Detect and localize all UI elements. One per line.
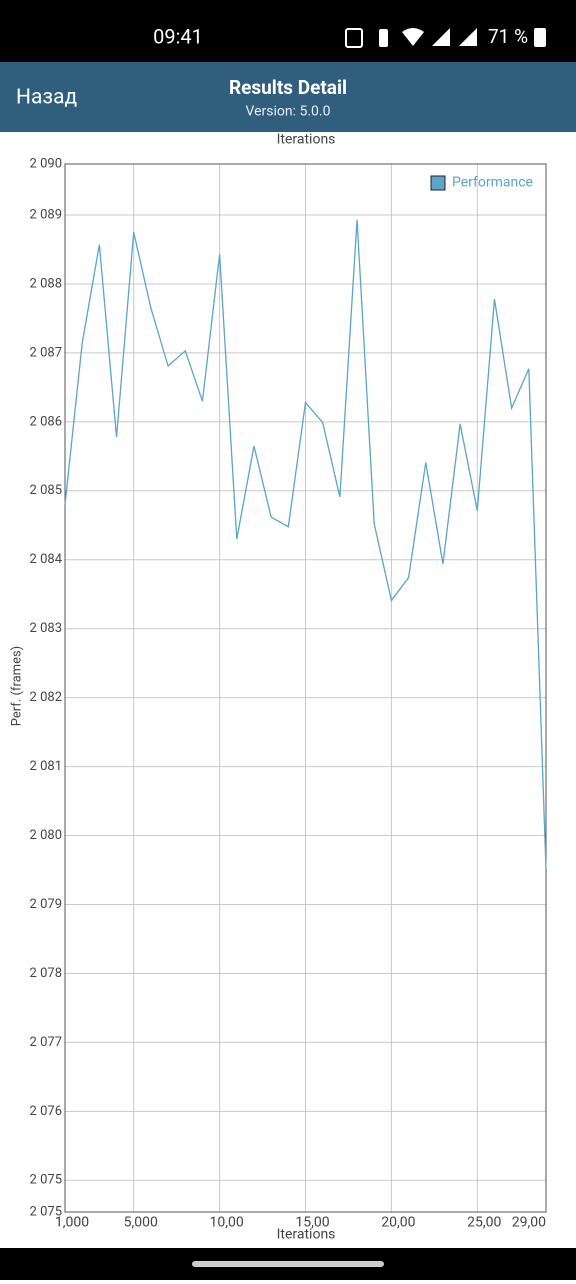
y-tick-label: 2 090 — [30, 156, 62, 171]
x-axis-label-top: Iterations — [277, 132, 336, 148]
y-tick-label: 2 083 — [30, 621, 62, 636]
legend-swatch — [430, 175, 446, 191]
x-tick-label: 10,00 — [209, 1215, 243, 1231]
x-axis-label: Iterations — [277, 1227, 336, 1243]
x-tick-label: 29,00 — [512, 1215, 546, 1231]
chart: 2 075 2 075 2 076 2 077 2 078 2 079 2 080 2 081… — [9, 118, 547, 1243]
x-tick-label: 25,00 — [467, 1215, 501, 1231]
y-tick-label: 2 080 — [30, 828, 62, 843]
y-tick-label: 2 075 — [30, 1204, 62, 1219]
y-tick-label: 2 075 — [30, 1173, 62, 1188]
y-tick-label: 2 084 — [30, 552, 63, 567]
y-tick-label: 2 087 — [30, 345, 62, 360]
y-tick-label: 2 086 — [30, 414, 62, 429]
y-tick-label: 2 089 — [30, 207, 62, 222]
y-tick-label: 2 079 — [30, 897, 62, 912]
header-title: Results Detail — [229, 76, 347, 99]
status-bar — [0, 0, 576, 62]
x-tick-label: 20,00 — [381, 1215, 415, 1231]
y-tick-label: 2 082 — [30, 690, 62, 705]
home-indicator[interactable] — [192, 1261, 384, 1267]
series-line — [64, 219, 547, 870]
legend-label: Performance — [452, 175, 533, 191]
x-tick-label: 5,000 — [124, 1215, 158, 1231]
y-tick-label: 2 081 — [30, 759, 62, 774]
status-icons — [345, 28, 546, 48]
back-button[interactable]: Назад — [16, 86, 77, 110]
y-tick-label: 2 076 — [30, 1104, 62, 1119]
x-tick-label: 15,00 — [295, 1215, 329, 1231]
plot-frame — [64, 163, 547, 1213]
battery-level: 71 % — [488, 25, 528, 48]
header-subtitle: Version: 5.0.0 — [246, 104, 331, 120]
x-tick-label: 1,000 — [55, 1215, 89, 1231]
y-tick-label: 2 077 — [30, 1035, 62, 1050]
y-axis-label: Perf. (frames) — [9, 646, 24, 726]
y-tick-label: 2 078 — [30, 966, 62, 981]
clock: 09:41 — [153, 24, 203, 48]
y-tick-label: 2 085 — [30, 483, 62, 498]
header-bar — [0, 62, 576, 132]
y-tick-label: 2 088 — [30, 276, 62, 291]
